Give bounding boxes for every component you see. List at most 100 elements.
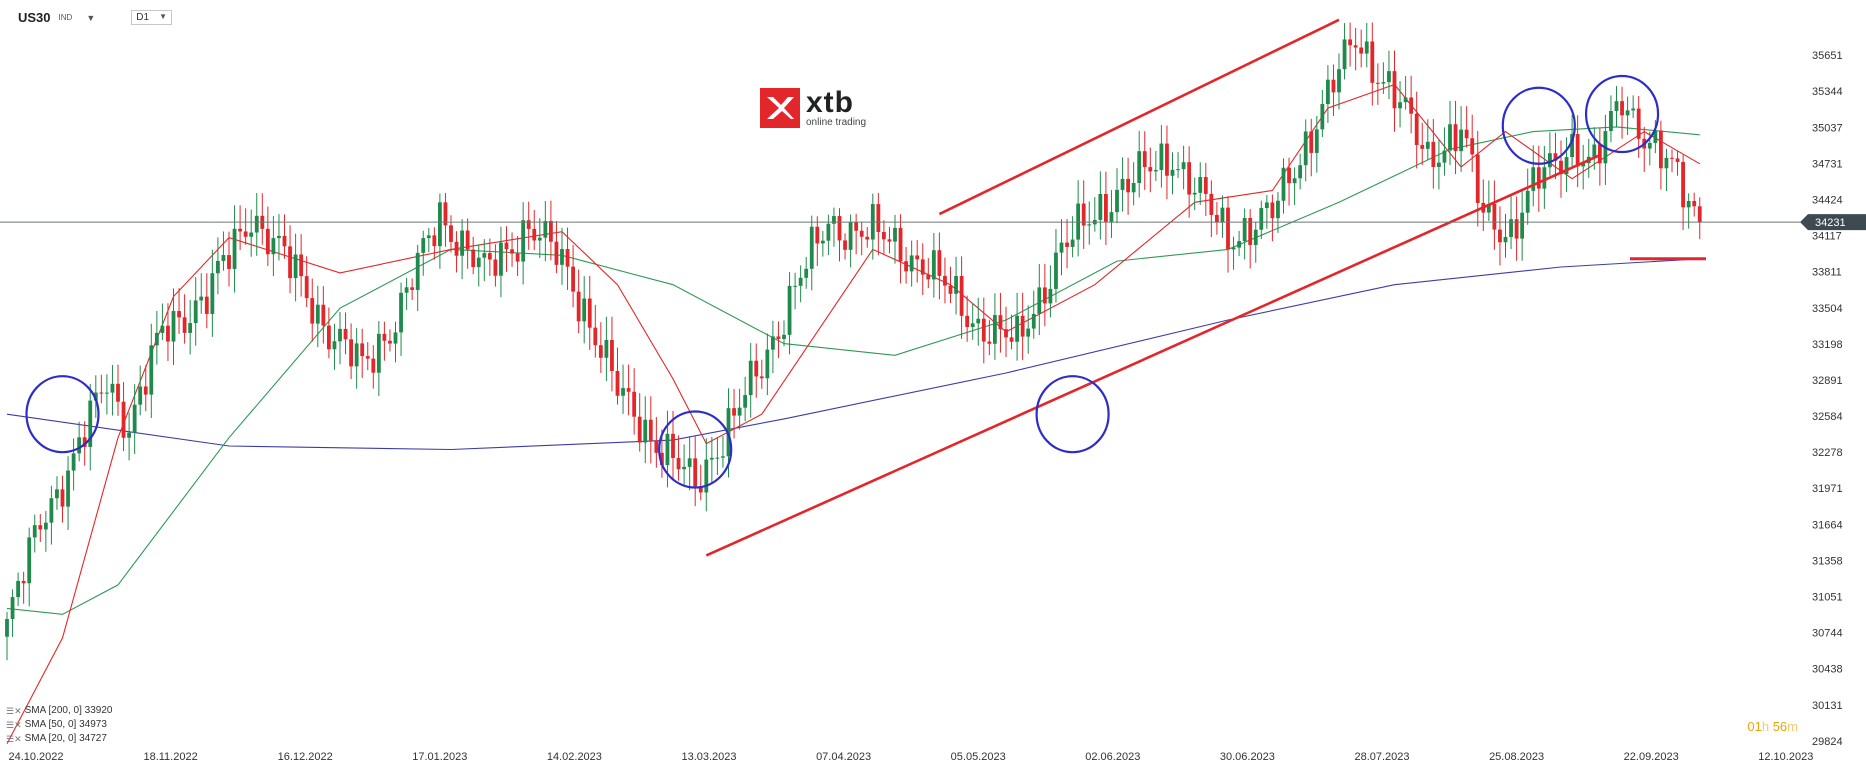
- candle-bull: [1026, 328, 1031, 337]
- candle-bull: [1181, 162, 1186, 170]
- candle-bear: [1492, 203, 1497, 230]
- candle-bear: [920, 259, 925, 275]
- candle-bull: [232, 228, 237, 269]
- candle-bull: [332, 341, 337, 350]
- settings-icon[interactable]: ☰✕: [6, 706, 22, 716]
- candle-bull: [1631, 108, 1636, 111]
- candle-bear: [693, 458, 698, 487]
- candle-bear: [637, 416, 642, 443]
- candle-bull: [27, 537, 32, 584]
- candle-bull: [787, 285, 792, 335]
- candle-bull: [415, 252, 420, 290]
- candle-bear: [1353, 45, 1358, 48]
- candle-bull: [1326, 79, 1330, 105]
- candle-bull: [809, 226, 814, 269]
- candle-bear: [265, 228, 270, 255]
- candle-bull: [1015, 315, 1019, 342]
- x-tick-label: 30.06.2023: [1220, 751, 1275, 763]
- candle-bull: [1520, 212, 1525, 239]
- candle-bull: [1381, 82, 1386, 84]
- candle-bull: [1281, 167, 1286, 201]
- candle-bull: [1387, 71, 1391, 83]
- candle-bear: [576, 291, 581, 322]
- candle-bull: [154, 332, 159, 346]
- candle-bull: [1054, 252, 1058, 289]
- sma-200-line: [6, 258, 1700, 451]
- candle-bull: [1115, 189, 1119, 213]
- highlight-circle: [1035, 375, 1110, 454]
- candle-bull: [793, 285, 797, 287]
- y-tick-label: 35651: [1812, 50, 1843, 62]
- candle-bear: [554, 241, 559, 265]
- candle-bear: [1597, 144, 1602, 164]
- candle-bull: [1686, 200, 1691, 208]
- y-tick-label: 35037: [1812, 122, 1843, 134]
- candle-bull: [970, 323, 975, 328]
- candle-bull: [1109, 212, 1114, 222]
- candle-bear: [177, 311, 181, 318]
- candle-bull: [1303, 131, 1308, 166]
- candle-bull: [188, 323, 193, 333]
- x-tick-label: 25.08.2023: [1489, 751, 1544, 763]
- channel-lower-line: [705, 153, 1601, 557]
- legend-item-sma50[interactable]: ☰✕ SMA [50, 0] 34973: [6, 718, 112, 732]
- candle-bear: [1020, 315, 1025, 337]
- candle-bear: [471, 249, 476, 268]
- candle-bear: [1375, 82, 1380, 84]
- candle-bear: [698, 486, 703, 493]
- candle-bear: [121, 401, 126, 438]
- logo-wordmark: xtb: [806, 85, 854, 119]
- candle-bear: [754, 360, 759, 377]
- x-tick-label: 28.07.2023: [1354, 751, 1409, 763]
- y-tick-label: 31664: [1812, 519, 1843, 531]
- chevron-down-icon[interactable]: ▼: [86, 12, 96, 23]
- candle-bear: [487, 253, 492, 260]
- candle-bear: [38, 525, 43, 530]
- candle-bull: [771, 336, 775, 350]
- logo-tagline: online trading: [806, 116, 867, 128]
- candle-countdown: 01h 56m: [1747, 719, 1798, 734]
- candle-bull: [1276, 200, 1280, 219]
- settings-icon[interactable]: ☰✕: [6, 720, 22, 730]
- legend-item-sma200[interactable]: ☰✕ SMA [200, 0] 33920: [6, 704, 112, 718]
- candle-bull: [193, 300, 198, 324]
- settings-icon[interactable]: ☰✕: [6, 734, 22, 744]
- candle-bear: [598, 345, 603, 358]
- candle-bull: [537, 237, 542, 241]
- candle-bear: [1431, 141, 1436, 167]
- candle-bull: [1120, 178, 1125, 190]
- candle-bull: [1259, 208, 1264, 230]
- candle-bull: [909, 255, 914, 272]
- candle-bull: [110, 383, 115, 393]
- candle-bull: [1609, 111, 1613, 132]
- candle-bear: [382, 333, 387, 341]
- candle-bull: [482, 253, 487, 258]
- candle-bull: [560, 249, 564, 265]
- timeframe-select[interactable]: D1 ▼: [131, 10, 173, 25]
- candle-bear: [1187, 162, 1192, 195]
- legend-item-sma20[interactable]: ☰✕ SMA [20, 0] 34727: [6, 732, 112, 746]
- symbol-label[interactable]: US30: [18, 10, 51, 25]
- candle-bear: [610, 339, 614, 371]
- candle-bear: [526, 220, 531, 229]
- candle-bear: [532, 228, 537, 241]
- candle-bear: [1559, 160, 1563, 175]
- candle-bull: [682, 466, 686, 470]
- y-tick-label: 34731: [1812, 158, 1843, 170]
- candle-bear: [227, 255, 231, 269]
- candle-bull: [393, 332, 398, 344]
- x-tick-label: 13.03.2023: [681, 751, 736, 763]
- candle-bear: [571, 266, 575, 292]
- xtb-logo-mark: [760, 88, 800, 128]
- candle-bear: [410, 287, 415, 290]
- x-tick-label: 17.01.2023: [412, 751, 467, 763]
- candle-bear: [1692, 200, 1697, 207]
- candle-bear: [671, 433, 675, 459]
- candle-bull: [71, 453, 76, 471]
- candle-bear: [116, 383, 120, 402]
- current-price-label: 34231: [1815, 217, 1846, 229]
- xtb-logo: xtb online trading: [760, 85, 867, 128]
- candle-bull: [1153, 170, 1158, 172]
- candle-bear: [981, 318, 986, 342]
